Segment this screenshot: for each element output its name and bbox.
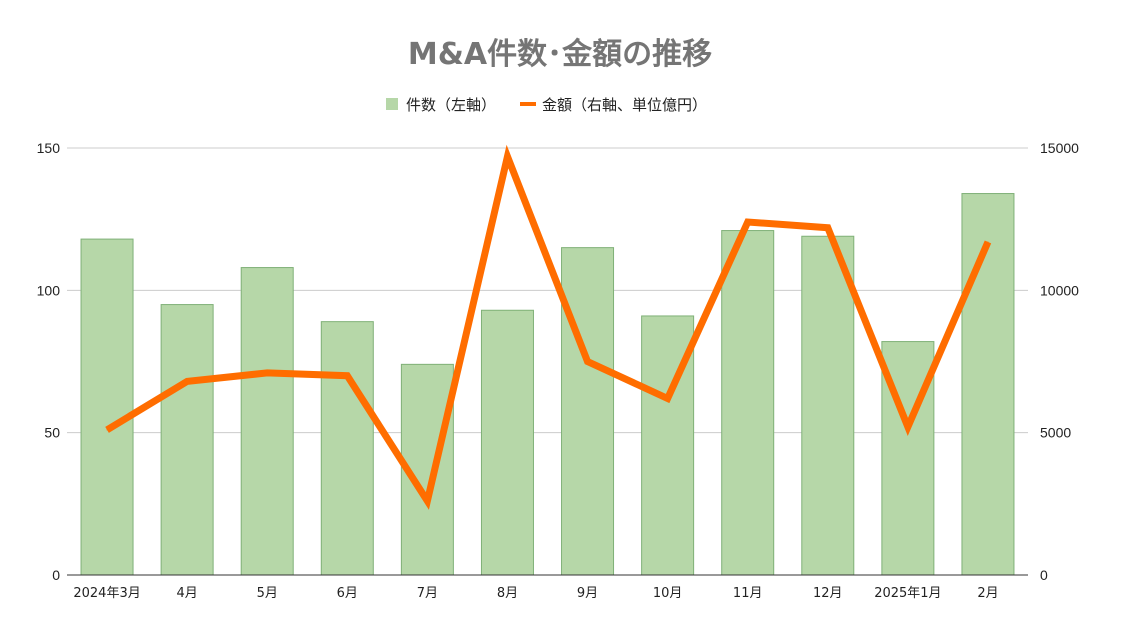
- bar: [240, 267, 294, 576]
- line-point: [907, 426, 909, 428]
- x-tick-label: 2025年1月: [874, 586, 941, 601]
- line-point: [587, 361, 589, 362]
- bar: [160, 304, 214, 576]
- line-point: [987, 241, 989, 243]
- bar: [961, 193, 1015, 576]
- left-tick-label: 50: [44, 425, 60, 441]
- line-series: [105, 144, 992, 510]
- right-tick-label: 5000: [1040, 425, 1071, 441]
- x-tick-label: 6月: [337, 586, 358, 601]
- legend-label-bar: 件数（左軸）: [406, 96, 496, 114]
- line-point: [426, 500, 428, 502]
- bar: [320, 321, 374, 576]
- x-tick-label: 9月: [577, 586, 598, 601]
- line-point: [106, 429, 108, 431]
- x-tick-label: 5月: [257, 586, 278, 601]
- left-tick-label: 150: [37, 140, 61, 156]
- line-path: [105, 144, 992, 510]
- left-tick-label: 100: [37, 282, 61, 298]
- legend: 件数（左軸） 金額（右軸、単位億円）: [386, 96, 707, 114]
- left-tick-label: 0: [52, 567, 60, 583]
- left-axis-ticks: 0 50 100 150: [37, 140, 61, 583]
- x-tick-label: 7月: [417, 586, 438, 601]
- x-tick-label: 8月: [497, 586, 518, 601]
- right-axis-ticks: 0 5000 10000 15000: [1040, 140, 1079, 583]
- right-tick-label: 0: [1040, 567, 1048, 583]
- legend-label-line: 金額（右軸、単位億円）: [542, 96, 707, 114]
- x-tick-label: 2月: [977, 586, 998, 601]
- bar-series: [67, 193, 1028, 576]
- x-tick-label: 2024年3月: [73, 586, 140, 601]
- x-tick-label: 4月: [176, 586, 197, 601]
- legend-swatch-bar: [386, 98, 398, 110]
- x-axis-ticks: 2024年3月 4月 5月 6月 7月 8月 9月 10月 11月 12月 2025年1月 2月: [73, 586, 998, 601]
- line-point: [667, 398, 669, 400]
- right-tick-label: 15000: [1040, 140, 1079, 156]
- bar: [480, 309, 534, 576]
- line-point: [346, 375, 348, 377]
- line-point: [827, 227, 829, 229]
- bar: [721, 230, 775, 576]
- bar: [80, 238, 134, 576]
- x-tick-label: 11月: [733, 586, 763, 601]
- legend-swatch-line: [520, 102, 536, 106]
- line-point: [186, 380, 188, 382]
- bar: [561, 247, 615, 576]
- chart-title: M&A件数･金額の推移: [408, 37, 712, 72]
- line-point: [506, 156, 508, 158]
- x-tick-label: 10月: [653, 586, 683, 601]
- line-point: [747, 221, 749, 223]
- line-point: [266, 372, 268, 374]
- bar: [801, 235, 855, 576]
- x-tick-label: 12月: [813, 586, 843, 601]
- right-tick-label: 10000: [1040, 282, 1079, 298]
